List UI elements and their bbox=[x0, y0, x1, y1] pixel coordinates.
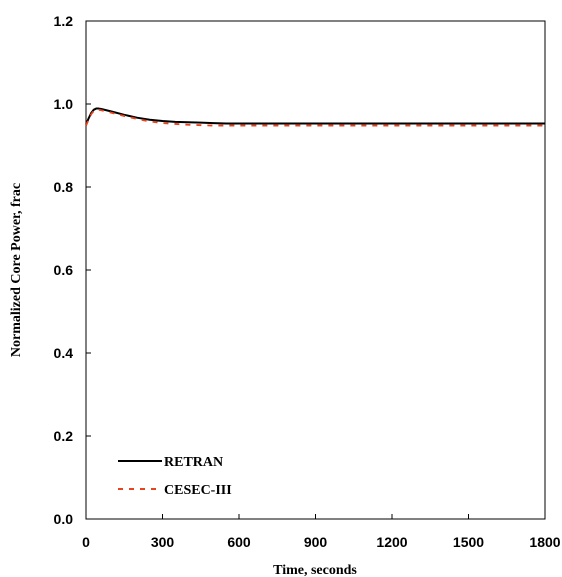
x-tick-label: 1800 bbox=[529, 534, 560, 550]
x-tick-label: 0 bbox=[82, 534, 90, 550]
legend-label-cesec: CESEC-III bbox=[164, 483, 232, 498]
series-line-cesec-iii bbox=[85, 108, 545, 127]
legend: RETRAN CESEC-III bbox=[118, 455, 232, 498]
series-layer bbox=[85, 107, 545, 127]
x-tick-label: 900 bbox=[304, 534, 328, 550]
x-tick-label: 300 bbox=[151, 534, 175, 550]
y-tick-label: 0.2 bbox=[54, 428, 74, 444]
series-line-retran bbox=[85, 107, 545, 126]
y-tick-label: 0.6 bbox=[54, 262, 74, 278]
y-tick-label: 1.2 bbox=[54, 13, 74, 29]
y-tick-label: 0.0 bbox=[54, 511, 74, 527]
plot-frame bbox=[85, 20, 546, 520]
x-tick-labels: 0 300 600 900 1200 1500 1800 bbox=[82, 534, 561, 550]
axis-ticks bbox=[85, 20, 546, 520]
legend-label-retran: RETRAN bbox=[164, 455, 223, 470]
x-tick-label: 1200 bbox=[376, 534, 407, 550]
x-tick-label: 600 bbox=[227, 534, 251, 550]
y-axis-title: Normalized Core Power, frac bbox=[9, 183, 24, 357]
x-axis-title: Time, seconds bbox=[273, 563, 357, 577]
y-tick-label: 0.4 bbox=[54, 345, 74, 361]
y-tick-label: 1.0 bbox=[54, 96, 74, 112]
x-tick-label: 1500 bbox=[453, 534, 484, 550]
y-tick-labels: 0.0 0.2 0.4 0.6 0.8 1.0 1.2 bbox=[54, 13, 74, 527]
y-tick-label: 0.8 bbox=[54, 179, 74, 195]
